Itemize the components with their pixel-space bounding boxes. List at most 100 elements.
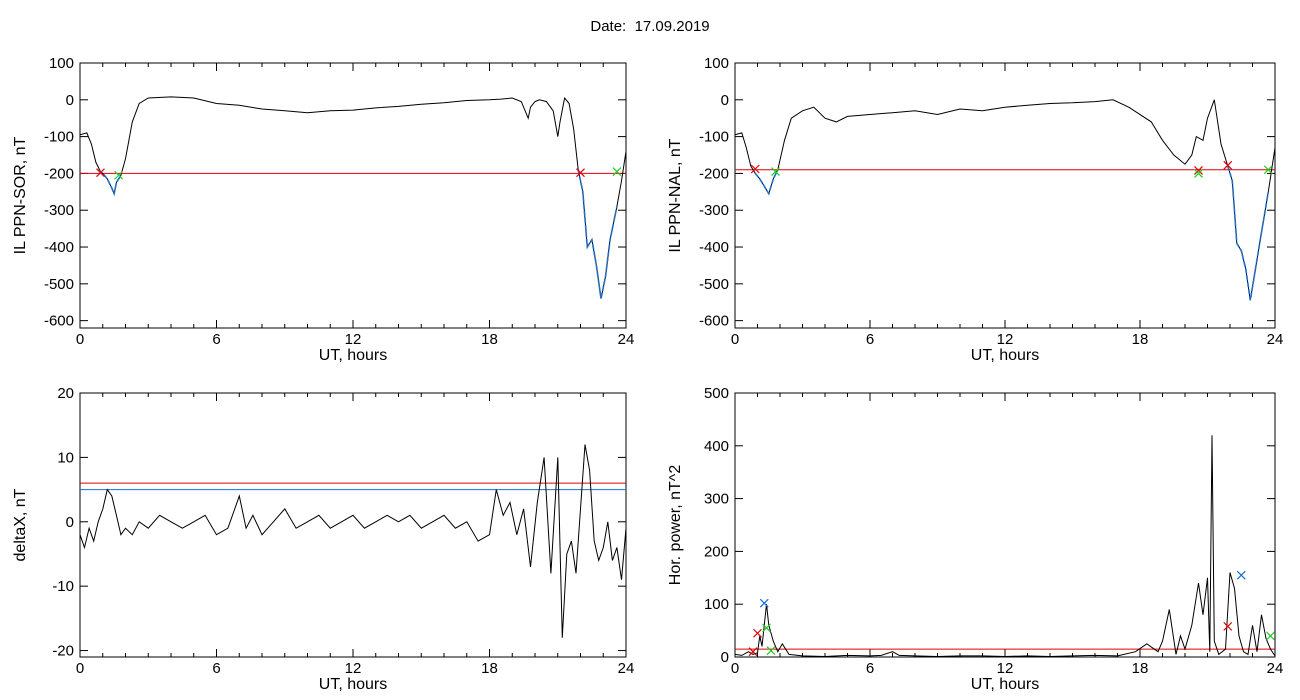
chart-hor-power: 0 6 12 18 24 500 400 300 200 100 0 UT, hours Hor. po… [667, 385, 1283, 693]
event-marker-stroke [766, 646, 776, 656]
x-tick-label: 0 [76, 660, 84, 677]
event-marker [1266, 631, 1275, 641]
plot-frame [79, 392, 627, 658]
event-marker-stroke [1236, 570, 1246, 580]
event-marker-stroke [612, 167, 622, 177]
date-title: Date: 17.09.2019 [0, 18, 1300, 35]
x-tick-label: 24 [1267, 331, 1284, 348]
y-tick-label: 10 [57, 449, 74, 466]
y-tick-label: 100 [704, 55, 729, 72]
event-marker-stroke [762, 623, 771, 633]
event-marker [762, 623, 771, 633]
x-tick-label: 6 [212, 660, 220, 677]
y-tick-label: 200 [704, 543, 729, 560]
x-tick-label: 18 [481, 331, 498, 348]
y-tick-label: -200 [699, 165, 729, 182]
event-marker [114, 170, 124, 180]
y-tick-label: -300 [44, 202, 74, 219]
y-tick-label: 20 [57, 385, 74, 402]
event-marker-stroke [750, 164, 760, 174]
x-tick-label: 0 [731, 660, 739, 677]
event-marker-stroke [1266, 631, 1275, 641]
data-series-line [80, 96, 626, 299]
event-marker-stroke [753, 628, 762, 638]
y-tick-label: 0 [721, 92, 729, 109]
y-tick-label: 500 [704, 385, 729, 402]
event-marker-stroke [1223, 160, 1233, 170]
event-marker-stroke [96, 168, 105, 178]
event-marker [759, 598, 769, 608]
chart-deltax: 0 6 12 18 24 20 10 0 -10 -20 UT, hours deltaX, nT [12, 385, 634, 693]
x-tick-label: 0 [76, 331, 84, 348]
y-tick-label: -300 [699, 202, 729, 219]
x-axis-title: UT, hours [319, 676, 387, 693]
x-axis-title: UT, hours [971, 347, 1039, 364]
chart-il-ppn-nal: 0 6 12 18 24 100 0 -100 -200 -300 -400 -500 -600 UT, … [667, 55, 1283, 364]
x-tick-label: 6 [212, 331, 220, 348]
x-tick-label: 0 [731, 331, 739, 348]
highlight-segment [577, 169, 618, 299]
event-marker-stroke [771, 167, 780, 177]
y-axis-title: deltaX, nT [12, 488, 29, 561]
plot-frame [734, 62, 1276, 329]
y-tick-label: 0 [66, 514, 74, 531]
y-tick-label: -100 [699, 129, 729, 146]
plot-frame [734, 392, 1276, 658]
event-marker [1263, 165, 1273, 175]
date-label: Date: [590, 18, 627, 35]
y-tick-label: -400 [44, 239, 74, 256]
y-tick-label: 100 [704, 596, 729, 613]
y-tick-label: -10 [52, 578, 74, 595]
event-marker [1194, 166, 1203, 175]
event-marker [1223, 621, 1233, 631]
event-marker-stroke [759, 598, 769, 608]
data-series-line [735, 435, 1275, 657]
x-tick-label: 18 [1132, 331, 1149, 348]
event-marker-stroke [748, 647, 758, 657]
event-marker [771, 167, 780, 177]
x-tick-label: 6 [866, 331, 874, 348]
x-tick-label: 12 [345, 660, 362, 677]
event-marker [750, 164, 760, 174]
event-marker [748, 647, 758, 657]
chart-il-ppn-sor: 0 6 12 18 24 100 0 -100 -200 -300 -400 -500 -600 UT, … [12, 55, 634, 364]
event-marker-stroke [576, 168, 585, 178]
y-tick-label: 0 [66, 92, 74, 109]
event-marker [1236, 570, 1246, 580]
x-tick-label: 24 [1267, 660, 1284, 677]
highlight-segment [97, 169, 122, 197]
x-tick-label: 18 [1132, 660, 1149, 677]
event-marker [1223, 160, 1233, 170]
event-marker [96, 168, 105, 178]
y-tick-label: -100 [44, 129, 74, 146]
x-tick-label: 24 [618, 331, 635, 348]
event-marker-stroke [1223, 621, 1233, 631]
y-axis-title: IL PPN-SOR, nT [12, 136, 29, 254]
y-tick-label: -500 [699, 276, 729, 293]
y-tick-label: 400 [704, 438, 729, 455]
x-tick-label: 12 [997, 331, 1014, 348]
plot-frame [79, 62, 627, 329]
x-tick-label: 24 [618, 660, 635, 677]
event-marker [612, 167, 622, 177]
y-tick-label: 0 [721, 649, 729, 666]
x-tick-label: 18 [481, 660, 498, 677]
y-tick-label: 300 [704, 491, 729, 508]
event-marker-stroke [1194, 166, 1203, 175]
event-marker [1194, 168, 1203, 178]
y-axis-title: IL PPN-NAL, nT [667, 138, 684, 252]
event-marker [753, 628, 762, 638]
y-tick-label: -400 [699, 239, 729, 256]
y-tick-label: 100 [49, 55, 74, 72]
x-tick-label: 6 [866, 660, 874, 677]
x-axis-title: UT, hours [971, 676, 1039, 693]
date-value: 17.09.2019 [634, 18, 710, 35]
event-marker-stroke [1194, 168, 1203, 178]
y-axis-title: Hor. power, nT^2 [667, 465, 684, 586]
x-axis-title: UT, hours [319, 347, 387, 364]
event-marker [766, 646, 776, 656]
event-marker [576, 168, 585, 178]
x-tick-label: 12 [345, 331, 362, 348]
x-tick-label: 12 [997, 660, 1014, 677]
